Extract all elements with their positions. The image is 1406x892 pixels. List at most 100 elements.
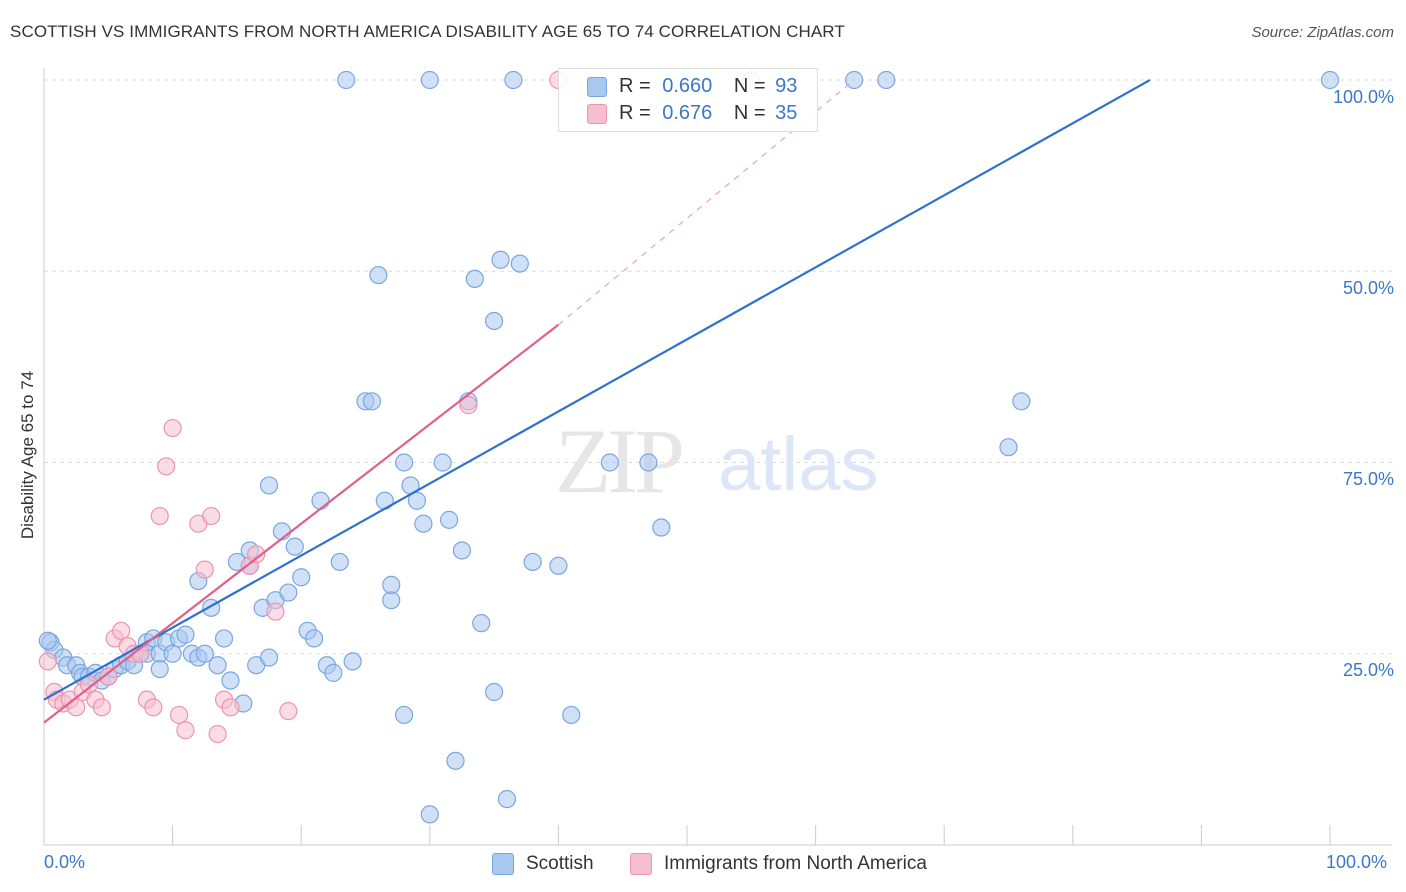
n-label: N = xyxy=(733,74,766,97)
r-label: R = xyxy=(619,74,651,97)
immigrants-point xyxy=(79,675,99,694)
scottish-point xyxy=(292,568,311,587)
scottish-point xyxy=(324,663,343,682)
trend-lines xyxy=(43,79,1151,724)
scottish-point xyxy=(221,671,240,690)
immigrants-point xyxy=(202,506,221,526)
immigrants-point xyxy=(176,721,195,740)
y-tick-label-75: 50.0% xyxy=(1342,278,1394,298)
r-label: R = xyxy=(619,101,651,124)
scottish-point xyxy=(639,453,658,472)
immigrants-point xyxy=(99,667,118,686)
scottish-trend-line xyxy=(43,79,1151,701)
blue-swatch xyxy=(587,77,607,97)
scottish-point xyxy=(304,629,324,648)
immigrants-point xyxy=(208,724,227,744)
scottish-point xyxy=(465,269,484,288)
scottish-point xyxy=(497,789,517,809)
scottish-point xyxy=(259,476,279,495)
axes xyxy=(43,68,1392,846)
immigrants-points xyxy=(38,70,568,744)
y-tick-label-100: 100.0% xyxy=(1332,87,1394,107)
scottish-point xyxy=(439,510,459,529)
scottish-point xyxy=(208,656,227,675)
scottish-point xyxy=(394,705,414,725)
immigrants-point xyxy=(163,418,182,438)
scottish-point xyxy=(549,556,568,575)
scottish-point xyxy=(485,682,504,702)
scottish-point xyxy=(369,265,388,285)
scottish-point xyxy=(38,631,57,650)
immigrants-point xyxy=(266,602,285,621)
immigrants-swatch xyxy=(630,853,652,875)
scottish-point xyxy=(362,392,382,411)
scottish-point xyxy=(195,644,214,663)
x-tick-label-0: 0.0% xyxy=(44,852,86,872)
scottish-point xyxy=(394,453,414,472)
r-value: 0.660 xyxy=(662,74,713,97)
scottish-point xyxy=(562,705,581,725)
n-value: 93 xyxy=(775,74,798,97)
scottish-point xyxy=(452,541,472,560)
scottish-point xyxy=(504,70,523,90)
legend-item-scottish: Scottish xyxy=(492,852,594,876)
chart-source: Source: ZipAtlas.com xyxy=(1251,24,1394,41)
y-tick-label-25: 25.0% xyxy=(1342,660,1394,680)
x-tick-label-100: 100.0% xyxy=(1326,852,1388,872)
correlation-legend: R = 0.660 N = 93 R = 0.676 N = 35 xyxy=(558,68,818,132)
scottish-point xyxy=(382,591,401,610)
scottish-point xyxy=(446,751,465,770)
y-tick-label-50: 75.0% xyxy=(1342,469,1394,489)
scottish-point xyxy=(510,254,529,273)
legend-label-scottish: Scottish xyxy=(526,853,594,874)
scottish-point xyxy=(877,70,896,90)
scottish-point xyxy=(1012,392,1031,411)
immigrants-trend-extension xyxy=(558,79,855,326)
scottish-point xyxy=(311,491,330,510)
immigrants-point xyxy=(144,698,163,717)
scottish-point xyxy=(433,453,452,472)
scottish-point xyxy=(330,552,349,572)
immigrants-point xyxy=(459,396,478,415)
immigrants-point xyxy=(221,698,240,717)
immigrants-point xyxy=(157,457,176,476)
n-label: N = xyxy=(733,101,766,124)
immigrants-point xyxy=(279,702,298,721)
scottish-point xyxy=(343,652,362,671)
scottish-point xyxy=(285,537,304,556)
scottish-point xyxy=(382,575,401,595)
scottish-point xyxy=(214,629,234,648)
scottish-point xyxy=(652,518,671,537)
scottish-point xyxy=(491,250,510,269)
immigrants-trend-line xyxy=(43,323,560,724)
immigrants-point xyxy=(150,506,169,526)
scottish-point xyxy=(420,805,439,824)
watermark-atlas: atlas xyxy=(718,422,879,507)
scottish-point xyxy=(163,644,182,663)
scottish-point xyxy=(420,70,439,90)
scottish-point xyxy=(414,514,433,533)
chart-title: SCOTTISH VS IMMIGRANTS FROM NORTH AMERIC… xyxy=(10,22,845,41)
scottish-point xyxy=(600,453,619,472)
scottish-point xyxy=(485,311,504,331)
immigrants-point xyxy=(92,698,111,717)
immigrants-point xyxy=(169,705,189,725)
scottish-point xyxy=(1320,70,1340,90)
r-value: 0.676 xyxy=(662,101,713,124)
immigrants-point xyxy=(112,621,131,640)
scottish-point xyxy=(999,438,1018,457)
scottish-point xyxy=(523,552,542,572)
scottish-point xyxy=(259,648,279,667)
scottish-point xyxy=(407,491,427,510)
scottish-point xyxy=(279,583,298,602)
scottish-point xyxy=(176,625,195,644)
legend-item-immigrants: Immigrants from North America xyxy=(630,852,927,876)
scottish-point xyxy=(472,614,491,633)
immigrants-point xyxy=(38,652,57,671)
scottish-swatch xyxy=(492,853,514,875)
immigrants-point xyxy=(247,545,266,564)
immigrants-point xyxy=(195,560,214,579)
legend-label-immigrants: Immigrants from North America xyxy=(664,853,927,874)
scottish-point xyxy=(150,659,169,679)
